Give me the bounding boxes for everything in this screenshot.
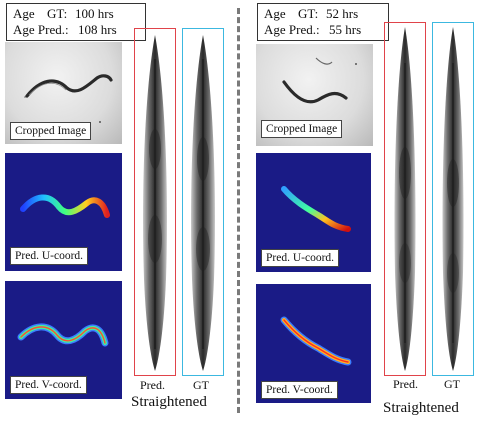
left-gt-worm xyxy=(191,35,215,371)
left-u-coord-worm xyxy=(20,194,110,218)
right-pred-straightened xyxy=(384,22,426,376)
left-v-caption: Pred. V-coord. xyxy=(10,376,87,394)
right-cropped-image: Cropped Image xyxy=(256,44,373,146)
left-u-coord-image: Pred. U-coord. xyxy=(5,153,122,271)
panel-divider xyxy=(237,8,240,413)
right-worm-crop xyxy=(270,57,357,135)
right-u-caption: Pred. U-coord. xyxy=(261,249,340,267)
right-gt-straightened xyxy=(432,22,474,376)
left-age-pred-value: 108 hrs xyxy=(78,22,117,37)
right-u-coord-worm xyxy=(281,186,351,232)
right-cropped-caption: Cropped Image xyxy=(261,120,343,138)
left-age-pred-label: Age Pred.: xyxy=(13,22,69,37)
left-age-gt-value: 100 hrs xyxy=(75,6,114,21)
left-pred-label: Pred. xyxy=(140,378,165,392)
right-age-label: Age xyxy=(264,6,286,21)
right-age-pred-label: Age Pred.: xyxy=(264,22,320,37)
right-u-coord-image: Pred. U-coord. xyxy=(256,153,371,272)
left-age-label: Age xyxy=(13,6,35,21)
right-v-coord-worm xyxy=(280,316,352,366)
right-pred-label: Pred. xyxy=(393,377,418,391)
right-v-coord-image: Pred. V-coord. xyxy=(256,284,371,403)
right-straightened-title: Straightened xyxy=(383,400,459,416)
left-v-coord-worm xyxy=(17,323,109,347)
right-gt-label: GT xyxy=(444,377,460,391)
left-age-gt-key: GT: xyxy=(47,6,68,21)
left-u-caption: Pred. U-coord. xyxy=(10,247,89,265)
left-pred-worm xyxy=(143,35,167,371)
left-cropped-caption: Cropped Image xyxy=(10,122,92,140)
left-pred-straightened xyxy=(134,28,176,376)
right-gt-worm xyxy=(442,27,464,371)
right-age-box: Age GT: 52 hrs Age Pred.: 55 hrs xyxy=(257,3,389,41)
left-worm-crop xyxy=(14,74,113,138)
left-age-box: Age GT: 100 hrs Age Pred.: 108 hrs xyxy=(6,3,146,41)
right-age-pred-value: 55 hrs xyxy=(329,22,362,37)
left-v-coord-image: Pred. V-coord. xyxy=(5,281,122,399)
right-pred-worm xyxy=(394,27,416,371)
right-age-gt-value: 52 hrs xyxy=(326,6,359,21)
right-v-caption: Pred. V-coord. xyxy=(261,381,338,399)
right-age-gt-key: GT: xyxy=(298,6,319,21)
left-gt-label: GT xyxy=(193,378,209,392)
left-gt-straightened xyxy=(182,28,224,376)
left-cropped-image: Cropped Image xyxy=(5,42,122,144)
left-straightened-title: Straightened xyxy=(131,394,207,410)
